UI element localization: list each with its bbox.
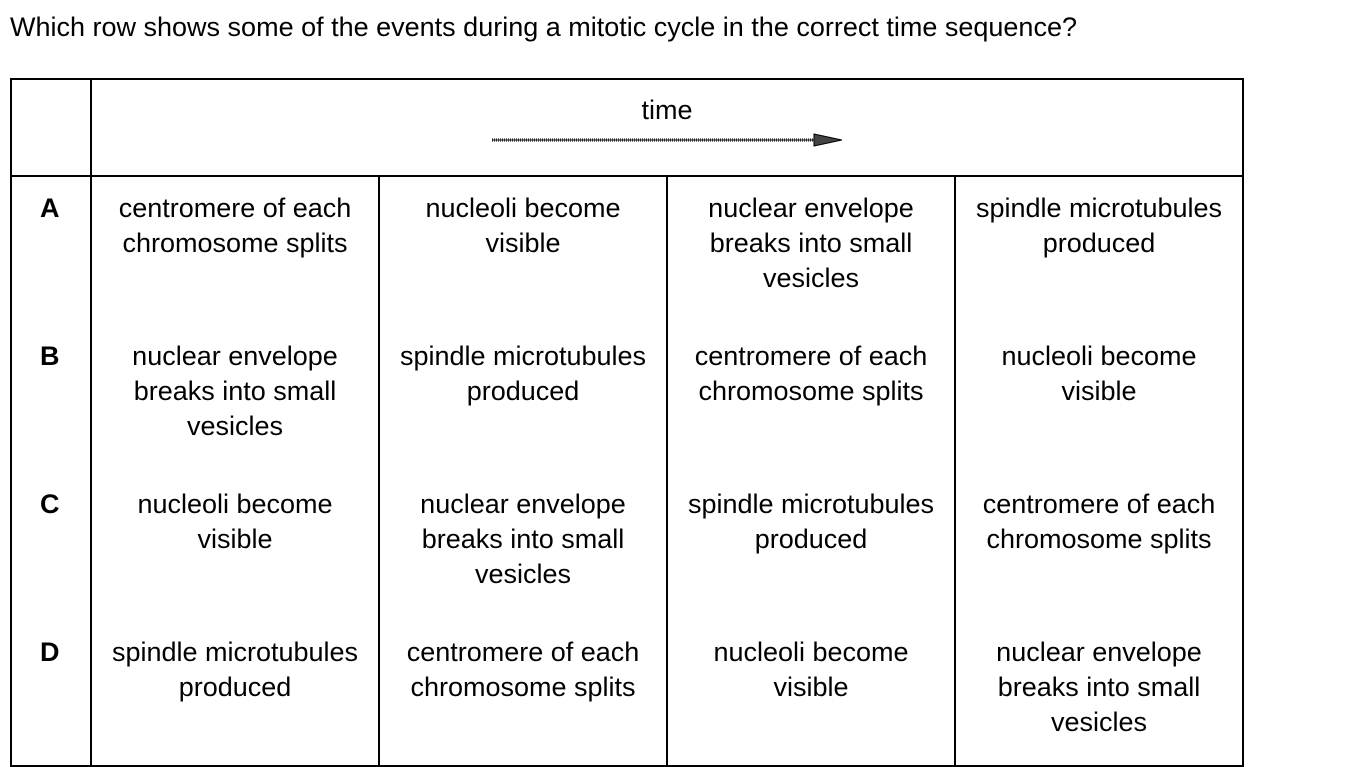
event-text: nucleoli become visible [713,637,909,702]
event-cell: nucleoli become visible [90,473,380,621]
header-empty-cell [10,78,92,177]
event-text: spindle microtubules produced [687,489,935,554]
event-cell: centromere of each chromosome splits [90,176,380,325]
event-cell: nuclear envelope breaks into small vesic… [954,621,1244,767]
row-label: B [10,325,92,473]
time-label: time [641,95,693,125]
time-header-cell: time [90,78,1244,177]
event-cell: centromere of each chromosome splits [666,325,956,473]
row-label: A [10,176,92,325]
option-row-c: C nucleoli become visible nuclear envelo… [10,473,1244,621]
option-row-a: A centromere of each chromosome splits n… [10,176,1244,325]
event-cell: centromere of each chromosome splits [378,621,668,767]
event-cell: nucleoli become visible [666,621,956,767]
event-cell: spindle microtubules produced [954,176,1244,325]
event-text: centromere of each chromosome splits [694,341,928,406]
event-text: spindle microtubules produced [399,341,647,406]
event-text: centromere of each chromosome splits [982,489,1216,554]
event-text: centromere of each chromosome splits [406,637,640,702]
event-cell: nuclear envelope breaks into small vesic… [378,473,668,621]
event-cell: nucleoli become visible [954,325,1244,473]
event-text: nucleoli become visible [137,489,333,554]
option-row-b: B nuclear envelope breaks into small ves… [10,325,1244,473]
event-text: nucleoli become visible [425,193,621,258]
event-cell: spindle microtubules produced [90,621,380,767]
event-text: nucleoli become visible [1001,341,1197,406]
event-cell: nucleoli become visible [378,176,668,325]
row-label: C [10,473,92,621]
event-text: nuclear envelope breaks into small vesic… [708,193,914,293]
options-table: time A centromere of each chromosome spl… [10,78,1244,767]
event-cell: spindle microtubules produced [666,473,956,621]
header-row: time [10,78,1244,177]
event-cell: nuclear envelope breaks into small vesic… [90,325,380,473]
question-text: Which row shows some of the events durin… [10,12,1077,42]
event-text: spindle microtubules produced [111,637,359,702]
event-text: spindle microtubules produced [975,193,1223,258]
event-text: nuclear envelope breaks into small vesic… [132,341,338,441]
option-row-d: D spindle microtubules produced centrome… [10,621,1244,767]
event-cell: centromere of each chromosome splits [954,473,1244,621]
event-cell: spindle microtubules produced [378,325,668,473]
event-text: centromere of each chromosome splits [118,193,352,258]
row-label: D [10,621,92,767]
right-arrow-icon [492,133,842,147]
event-cell: nuclear envelope breaks into small vesic… [666,176,956,325]
event-text: nuclear envelope breaks into small vesic… [996,637,1202,737]
event-text: nuclear envelope breaks into small vesic… [420,489,626,589]
